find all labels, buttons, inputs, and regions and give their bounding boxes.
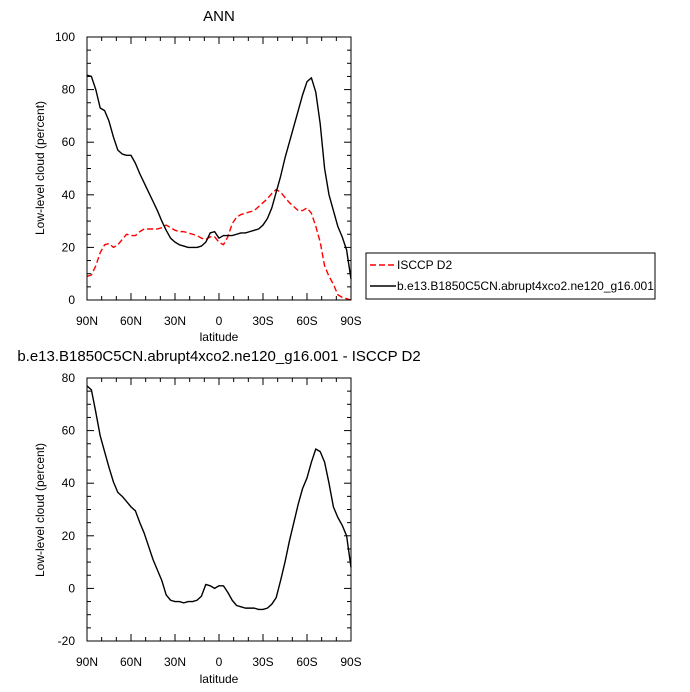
panel2-plot-frame xyxy=(86,377,352,642)
y-tick-label: 40 xyxy=(62,476,76,490)
legend-label-isccp: ISCCP D2 xyxy=(397,258,452,272)
x-tick-label: 30S xyxy=(252,655,273,669)
series-line-1 xyxy=(86,74,352,280)
legend-box xyxy=(365,252,656,300)
panel2-series xyxy=(86,385,352,611)
legend: ISCCP D2 b.e13.B1850C5CN.abrupt4xco2.ne1… xyxy=(365,252,656,300)
x-tick-label: 30N xyxy=(164,655,186,669)
y-tick-label: 80 xyxy=(62,83,76,97)
x-tick-label: 90N xyxy=(76,314,98,328)
panel1-plot-frame xyxy=(86,36,352,301)
series-line-0 xyxy=(86,188,352,301)
x-tick-label: 60S xyxy=(296,655,317,669)
series-line-0 xyxy=(86,385,352,611)
x-tick-label: 60S xyxy=(296,314,317,328)
panel1-ylabel: Low-level cloud (percent) xyxy=(33,101,47,235)
x-tick-label: 30N xyxy=(164,314,186,328)
y-tick-label: 40 xyxy=(62,188,76,202)
x-tick-label: 90S xyxy=(340,655,361,669)
y-tick-label: 60 xyxy=(62,135,76,149)
x-tick-label: 60N xyxy=(120,314,142,328)
x-tick-label: 0 xyxy=(216,655,223,669)
y-tick-label: 80 xyxy=(62,371,76,385)
y-tick-label: -20 xyxy=(58,634,76,648)
panel1-title: ANN xyxy=(203,8,235,25)
y-tick-label: 20 xyxy=(62,529,76,543)
x-tick-label: 0 xyxy=(216,314,223,328)
panel2-xlabel: latitude xyxy=(200,672,239,686)
panel2-ticks: 90N 60N 30N 0 30S 60S 90S -20 0 20 40 60 80 xyxy=(58,371,362,669)
y-tick-label: 100 xyxy=(55,30,75,44)
x-tick-label: 90N xyxy=(76,655,98,669)
panel1-xlabel: latitude xyxy=(200,330,239,344)
y-tick-label: 60 xyxy=(62,424,76,438)
panel2-ylabel: Low-level cloud (percent) xyxy=(33,443,47,577)
panel1-ticks: 90N 60N 30N 0 30S 60S 90S 0 20 40 60 80 100 xyxy=(55,30,362,328)
x-tick-label: 30S xyxy=(252,314,273,328)
y-tick-label: 20 xyxy=(62,240,76,254)
x-tick-label: 60N xyxy=(120,655,142,669)
legend-label-model: b.e13.B1850C5CN.abrupt4xco2.ne120_g16.00… xyxy=(397,279,654,293)
panel1-series xyxy=(86,74,352,301)
panel2-title: b.e13.B1850C5CN.abrupt4xco2.ne120_g16.00… xyxy=(17,348,420,365)
y-tick-label: 0 xyxy=(68,581,75,595)
y-tick-label: 0 xyxy=(68,293,75,307)
x-tick-label: 90S xyxy=(340,314,361,328)
